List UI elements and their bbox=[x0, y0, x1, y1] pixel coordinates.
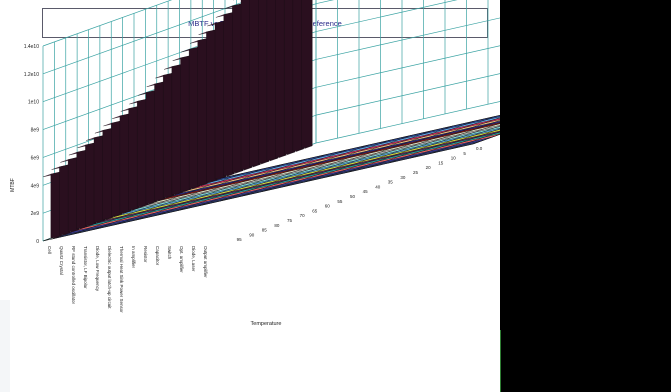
floor-grid-line bbox=[346, 117, 500, 173]
floor-grid-line bbox=[388, 122, 500, 164]
temperature-tick-label: 30 bbox=[400, 175, 406, 180]
category-label: Resistor bbox=[143, 246, 148, 263]
y-tick-label: 6e9 bbox=[31, 155, 40, 161]
y-tick-label: 1.2e10 bbox=[24, 72, 40, 78]
floor-grid-line bbox=[93, 168, 264, 230]
temperature-tick-label: 55 bbox=[337, 199, 343, 204]
floor-grid-line bbox=[199, 144, 369, 206]
bar-side bbox=[240, 0, 252, 171]
back-wall-hgrid bbox=[315, 0, 335, 5]
floor-grid-line bbox=[241, 135, 411, 197]
y-tick-label: 8e9 bbox=[31, 128, 40, 134]
temperature-tick-label: 0.0 bbox=[476, 146, 483, 151]
temperature-tick-label: 40 bbox=[375, 184, 381, 189]
bar-side bbox=[292, 0, 304, 152]
category-label: Dielectric output latch-up circuit bbox=[107, 246, 112, 309]
back-wall-hgrid bbox=[315, 73, 500, 116]
x-axis-label: Temperature bbox=[251, 321, 282, 327]
left-edge-strip bbox=[0, 300, 10, 392]
temperature-tick-label: 75 bbox=[287, 218, 293, 223]
temperature-tick-label: 90 bbox=[249, 232, 255, 237]
temperature-tick-label: 95 bbox=[237, 237, 243, 242]
floor-grid-line bbox=[304, 121, 474, 183]
category-label: RF stand controlled oscillator bbox=[71, 246, 76, 305]
floor-grid-line bbox=[262, 130, 432, 192]
category-label: Cell bbox=[47, 246, 52, 254]
back-wall-hgrid bbox=[315, 45, 500, 88]
category-label: Quartz Crystal bbox=[59, 246, 64, 275]
category-label: Thermal Heat Sink Power Sensor bbox=[119, 246, 124, 313]
category-label: Capacitor bbox=[155, 246, 160, 266]
category-label: Opt. amplifier bbox=[179, 246, 184, 273]
floor-grid-line bbox=[220, 140, 390, 202]
bar-side bbox=[284, 0, 296, 155]
category-label: Output amplifier bbox=[203, 246, 208, 278]
bar-side bbox=[301, 0, 313, 149]
y-tick-label: 4e9 bbox=[31, 183, 40, 189]
panel-edge-line bbox=[500, 330, 501, 392]
y-axis-label: MTBF bbox=[10, 178, 16, 192]
temperature-tick-label: 45 bbox=[363, 189, 369, 194]
temperature-tick-label: 15 bbox=[438, 160, 444, 165]
temperature-tick-label: 25 bbox=[413, 170, 419, 175]
y-tick-label: 1.4e10 bbox=[24, 44, 40, 50]
temperature-tick-label: 65 bbox=[312, 208, 318, 213]
y-tick-label: 1e10 bbox=[28, 100, 39, 106]
chart-plot: 0 2e9 4e9 6e9 8e9 1e10 1.2e10 1.4e10 MTBF Cell Qua… bbox=[10, 0, 500, 327]
floor-grid-line bbox=[367, 120, 500, 168]
floor-grid-line bbox=[135, 159, 306, 221]
bar-side bbox=[258, 0, 270, 164]
floor-grid-line bbox=[283, 125, 453, 187]
temperature-tick-label: 20 bbox=[426, 165, 432, 170]
floor-grid-line bbox=[325, 116, 495, 178]
bar-side bbox=[249, 0, 261, 167]
floor-grid-line bbox=[114, 163, 285, 225]
temperature-tick-label: 60 bbox=[325, 204, 331, 209]
temperature-tick-label: 85 bbox=[262, 228, 268, 233]
floor-grid-line bbox=[451, 131, 500, 149]
temperature-tick-label: 5 bbox=[463, 151, 466, 156]
temperature-tick-label: 35 bbox=[388, 180, 394, 185]
back-wall-hgrid bbox=[315, 0, 458, 32]
category-label: Transistor, LF Bipolar bbox=[83, 246, 88, 289]
y-tick-label: 0 bbox=[36, 239, 39, 245]
left-wall-hgrid bbox=[42, 0, 173, 47]
bar-side bbox=[266, 0, 278, 161]
floor-grid-line bbox=[72, 173, 242, 235]
y-tick-label: 2e9 bbox=[31, 211, 40, 217]
floor-grid-line bbox=[409, 125, 500, 159]
floor-grid-line bbox=[156, 154, 327, 216]
temperature-tick-label: 70 bbox=[300, 213, 306, 218]
floor-grid-line bbox=[177, 149, 348, 211]
back-wall-hgrid bbox=[315, 17, 500, 60]
back-wall-hgrid bbox=[315, 101, 500, 144]
category-label: Diode, Low Frequency bbox=[95, 246, 100, 292]
category-label: In amplifier bbox=[131, 246, 136, 269]
bar-side bbox=[275, 0, 287, 158]
floor-grid-line bbox=[430, 128, 500, 154]
category-label: Diode, Laser bbox=[191, 246, 196, 272]
temperature-tick-label: 10 bbox=[451, 156, 457, 161]
temperature-tick-label: 50 bbox=[350, 194, 356, 199]
category-label: Switch bbox=[167, 246, 172, 260]
left-wall-hgrid bbox=[42, 0, 250, 75]
black-side-panel bbox=[500, 0, 671, 392]
temperature-tick-label: 80 bbox=[274, 223, 280, 228]
